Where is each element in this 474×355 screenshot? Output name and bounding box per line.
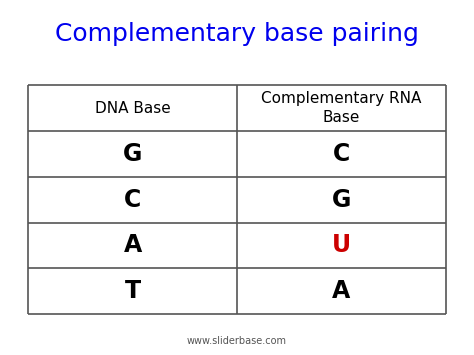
Text: www.sliderbase.com: www.sliderbase.com <box>187 336 287 346</box>
Text: G: G <box>332 188 351 212</box>
Text: C: C <box>124 188 141 212</box>
Text: DNA Base: DNA Base <box>95 100 171 116</box>
Text: Complementary RNA
Base: Complementary RNA Base <box>261 91 421 125</box>
Text: A: A <box>124 234 142 257</box>
Text: C: C <box>333 142 350 166</box>
Text: U: U <box>332 234 351 257</box>
Text: A: A <box>332 279 350 303</box>
Text: Complementary base pairing: Complementary base pairing <box>55 22 419 46</box>
Text: G: G <box>123 142 142 166</box>
Text: T: T <box>125 279 141 303</box>
